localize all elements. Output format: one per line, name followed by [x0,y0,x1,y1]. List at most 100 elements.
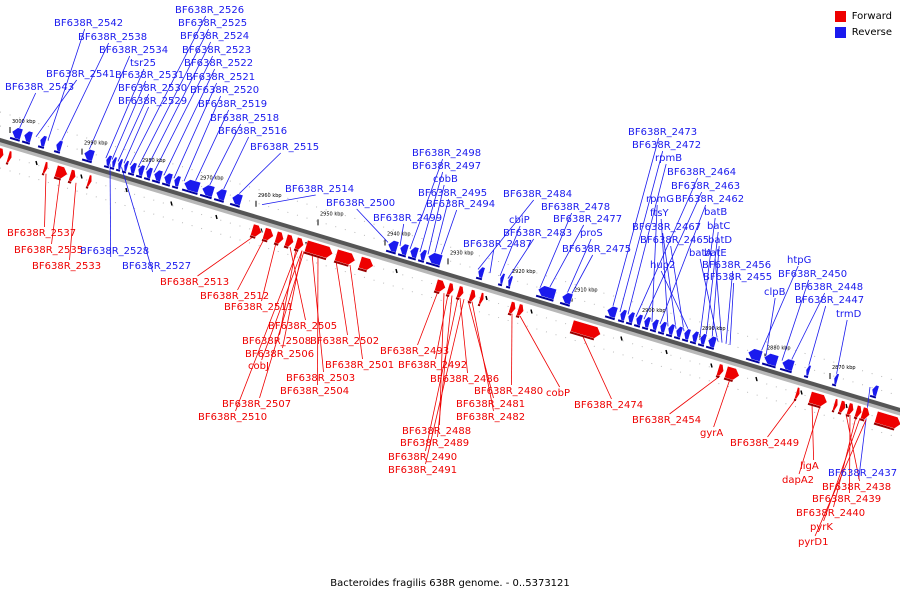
reverse-gene-arrow[interactable] [675,325,684,339]
reverse-gene-label[interactable]: BF638R_2499 [373,213,442,224]
forward-gene-arrow[interactable] [357,255,374,271]
reverse-gene-arrow[interactable] [153,169,164,183]
forward-gene-arrow[interactable] [273,230,285,245]
reverse-gene-label[interactable]: BF638R_2450 [778,269,847,280]
reverse-gene-arrow[interactable] [23,130,34,144]
forward-gene-arrow[interactable] [515,303,525,317]
forward-gene-label[interactable]: BF638R_2511 [224,302,293,313]
reverse-gene-arrow[interactable] [683,328,692,341]
reverse-gene-arrow[interactable] [667,323,676,336]
reverse-gene-arrow[interactable] [606,305,619,319]
reverse-gene-arrow[interactable] [117,158,124,171]
reverse-gene-label[interactable]: cbiP [509,215,530,226]
reverse-gene-label[interactable]: batC [707,221,730,232]
forward-gene-arrow[interactable] [853,404,863,418]
reverse-gene-arrow[interactable] [537,285,558,301]
reverse-gene-label[interactable]: BF638R_2524 [180,31,249,42]
forward-gene-label[interactable]: BF638R_2492 [398,360,467,371]
forward-gene-arrow[interactable] [845,402,855,416]
reverse-gene-arrow[interactable] [651,318,660,331]
forward-gene-arrow[interactable] [249,223,262,238]
reverse-gene-arrow[interactable] [163,172,174,186]
reverse-gene-arrow[interactable] [231,193,244,207]
reverse-gene-label[interactable]: BF638R_2473 [628,127,697,138]
forward-gene-label[interactable]: BF638R_2537 [7,228,76,239]
forward-gene-arrow[interactable] [445,282,455,296]
forward-gene-arrow[interactable] [0,147,5,160]
forward-gene-arrow[interactable] [723,365,740,381]
reverse-gene-label[interactable]: BF638R_2528 [80,246,149,257]
forward-gene-label[interactable]: BF638R_2533 [32,261,101,272]
forward-gene-label[interactable]: BF638R_2513 [160,277,229,288]
reverse-gene-label[interactable]: BF638R_2456 [702,260,771,271]
reverse-gene-label[interactable]: batB [704,207,727,218]
reverse-gene-label[interactable]: BF638R_2437 [828,468,897,479]
reverse-gene-arrow[interactable] [105,154,113,167]
forward-gene-arrow[interactable] [5,150,13,164]
forward-gene-label[interactable]: BF638R_2454 [632,415,701,426]
reverse-gene-arrow[interactable] [643,316,652,329]
reverse-gene-label[interactable]: BF638R_2462 [675,194,744,205]
reverse-gene-label[interactable]: hup2 [650,260,675,271]
forward-gene-arrow[interactable] [85,174,93,188]
reverse-gene-label[interactable]: BF638R_2525 [178,18,247,29]
forward-gene-arrow[interactable] [831,398,839,411]
reverse-gene-arrow[interactable] [805,364,812,377]
reverse-gene-label[interactable]: trmD [836,309,862,320]
forward-gene-label[interactable]: BF638R_2502 [310,336,379,347]
reverse-gene-label[interactable]: tsr25 [130,58,156,69]
reverse-gene-arrow[interactable] [387,240,400,253]
reverse-gene-arrow[interactable] [477,266,486,279]
forward-gene-label[interactable]: BF638R_2480 [474,386,543,397]
reverse-gene-arrow[interactable] [137,164,146,177]
forward-gene-label[interactable]: BF638R_2507 [222,399,291,410]
reverse-gene-label[interactable]: BF638R_2514 [285,184,354,195]
reverse-gene-label[interactable]: BF638R_2484 [503,189,572,200]
reverse-gene-label[interactable]: BF638R_2472 [632,140,701,151]
forward-gene-label[interactable]: pyrD1 [798,537,828,548]
forward-gene-arrow[interactable] [793,386,801,400]
reverse-gene-label[interactable]: BF638R_2515 [250,142,319,153]
reverse-gene-arrow[interactable] [83,148,96,162]
forward-gene-label[interactable]: BF638R_2488 [402,426,471,437]
reverse-gene-arrow[interactable] [427,252,444,267]
reverse-gene-label[interactable]: BF638R_2463 [671,181,740,192]
reverse-gene-arrow[interactable] [39,135,48,148]
reverse-gene-label[interactable]: BF638R_2495 [418,188,487,199]
forward-gene-arrow[interactable] [873,410,900,429]
reverse-gene-arrow[interactable] [833,373,840,385]
reverse-gene-arrow[interactable] [419,249,428,262]
reverse-gene-label[interactable]: BF638R_2529 [118,96,187,107]
reverse-gene-arrow[interactable] [145,166,154,180]
forward-gene-arrow[interactable] [67,168,77,183]
forward-gene-arrow[interactable] [53,164,68,179]
forward-gene-arrow[interactable] [467,288,477,303]
reverse-gene-label[interactable]: batE [704,248,727,259]
reverse-gene-arrow[interactable] [747,348,764,363]
forward-gene-arrow[interactable] [283,233,295,248]
reverse-gene-arrow[interactable] [691,330,700,343]
reverse-gene-label[interactable]: htpG [787,255,811,266]
reverse-gene-arrow[interactable] [659,321,668,334]
reverse-gene-label[interactable]: BF638R_2542 [54,18,123,29]
reverse-gene-arrow[interactable] [707,335,718,349]
reverse-gene-arrow[interactable] [201,184,216,198]
forward-gene-label[interactable]: cobJ [248,361,269,372]
reverse-gene-arrow[interactable] [129,162,138,175]
forward-gene-label[interactable]: BF638R_2510 [198,412,267,423]
reverse-gene-arrow[interactable] [123,160,130,172]
forward-gene-label[interactable]: pyrK [810,522,833,533]
reverse-gene-label[interactable]: ftsY [650,208,669,219]
reverse-gene-label[interactable]: batD [708,235,732,246]
reverse-gene-label[interactable]: rpmG [646,194,674,205]
reverse-gene-arrow[interactable] [507,275,514,288]
reverse-gene-arrow[interactable] [561,292,574,306]
reverse-gene-label[interactable]: BF638R_2455 [703,272,772,283]
reverse-gene-label[interactable]: BF638R_2521 [186,72,255,83]
forward-gene-arrow[interactable] [293,236,305,251]
forward-gene-arrow[interactable] [303,239,334,259]
forward-gene-arrow[interactable] [837,399,847,414]
reverse-gene-label[interactable]: batA [689,248,712,259]
reverse-gene-label[interactable]: BF638R_2478 [541,202,610,213]
forward-gene-arrow[interactable] [455,285,465,299]
